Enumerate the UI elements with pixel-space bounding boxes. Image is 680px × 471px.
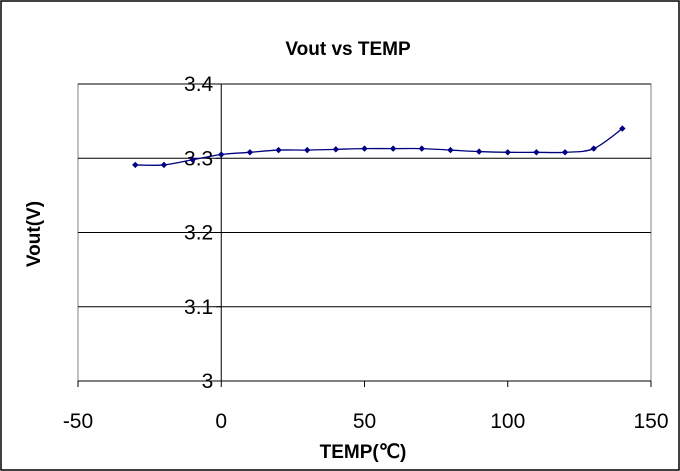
y-tick-label: 3.2 [184, 222, 213, 245]
data-point [504, 149, 511, 156]
data-point [561, 149, 569, 156]
x-axis-title: TEMP(℃) [320, 442, 407, 463]
data-point [160, 161, 168, 169]
tick-labels: 33.13.23.33.4-50 0 50 100 150 [63, 73, 669, 433]
data-point [361, 145, 368, 152]
x-tick-label: -50 [63, 410, 93, 433]
data-point [619, 125, 626, 132]
chart-title: Vout vs TEMP [285, 39, 411, 60]
data-point [590, 145, 597, 152]
data-point [332, 146, 340, 153]
data-point [304, 146, 311, 154]
data-point [275, 146, 282, 154]
data-point [475, 148, 483, 155]
series-layer [132, 125, 626, 169]
gridlines [78, 83, 651, 308]
x-tick-label: 50 [353, 410, 376, 433]
data-point [418, 145, 425, 152]
data-point [447, 146, 454, 154]
x-tick-label: 0 [215, 410, 227, 433]
data-point [189, 156, 196, 163]
data-point [533, 149, 540, 156]
x-tick-label: 100 [490, 410, 525, 433]
x-tick-label: 150 [633, 410, 668, 433]
y-tick-label: 3 [202, 370, 214, 393]
y-tick-label: 3.1 [184, 296, 213, 319]
data-point [389, 145, 397, 152]
data-point [246, 149, 254, 156]
y-axis-title: Vout(V) [24, 201, 45, 267]
axes [77, 83, 652, 387]
data-point [132, 161, 139, 169]
y-tick-label: 3.4 [184, 73, 214, 96]
data-point [218, 151, 225, 158]
